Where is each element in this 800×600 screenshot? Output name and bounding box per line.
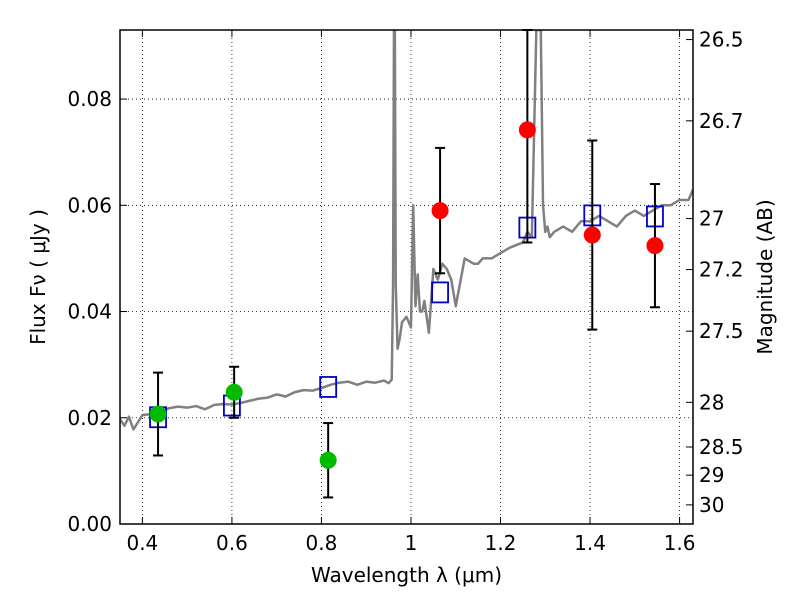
x-tick-label: 1	[405, 531, 418, 555]
y2-tick-label: 26.5	[699, 28, 744, 52]
grid	[120, 30, 693, 525]
observed-flux-point	[646, 237, 664, 255]
y2-tick-label: 30	[699, 493, 724, 517]
observed-flux-point	[583, 226, 601, 244]
y2-tick-label: 29	[699, 463, 724, 487]
y2-axis-title: Magnitude (AB)	[753, 199, 777, 354]
observed-flux-point	[431, 202, 449, 220]
y2-tick-label: 26.7	[699, 109, 744, 133]
y-tick-label: 0.04	[67, 300, 112, 324]
observed-flux-point	[319, 451, 337, 469]
ticks: 0.4 0.6 0.8 1 1.2 1.4 1.6 0.00 0.02 0.04 0.06 0.08 2…	[67, 28, 743, 555]
y-tick-label: 0.08	[67, 87, 112, 111]
x-tick-label: 1.4	[574, 531, 606, 555]
y-tick-label: 0.00	[67, 512, 112, 536]
x-tick-label: 1.6	[664, 531, 696, 555]
observed-flux-point	[225, 383, 243, 401]
y-tick-label: 0.02	[67, 406, 112, 430]
x-tick-label: 0.8	[306, 531, 338, 555]
y2-tick-label: 28	[699, 390, 724, 414]
plot-area	[120, 30, 693, 431]
x-tick-label: 0.6	[216, 531, 248, 555]
model-flux-square	[431, 281, 449, 304]
model-flux-square	[319, 376, 338, 398]
x-tick-label: 0.4	[126, 531, 158, 555]
observed-flux-point	[518, 121, 536, 139]
axes-frame	[119, 29, 694, 525]
x-axis-title: Wavelength λ (μm)	[311, 563, 502, 587]
y-tick-label: 0.06	[67, 193, 112, 217]
observed-flux-point	[149, 405, 167, 423]
y2-tick-label: 28.5	[699, 435, 744, 459]
y2-tick-label: 27.2	[699, 258, 744, 282]
y2-tick-label: 27	[699, 207, 724, 231]
x-tick-label: 1.2	[485, 531, 517, 555]
template-spectrum-line	[120, 30, 693, 431]
data-marks	[149, 29, 664, 499]
y-axis-title: Flux Fν ( μJy )	[26, 209, 50, 345]
y2-tick-label: 27.5	[699, 319, 744, 343]
